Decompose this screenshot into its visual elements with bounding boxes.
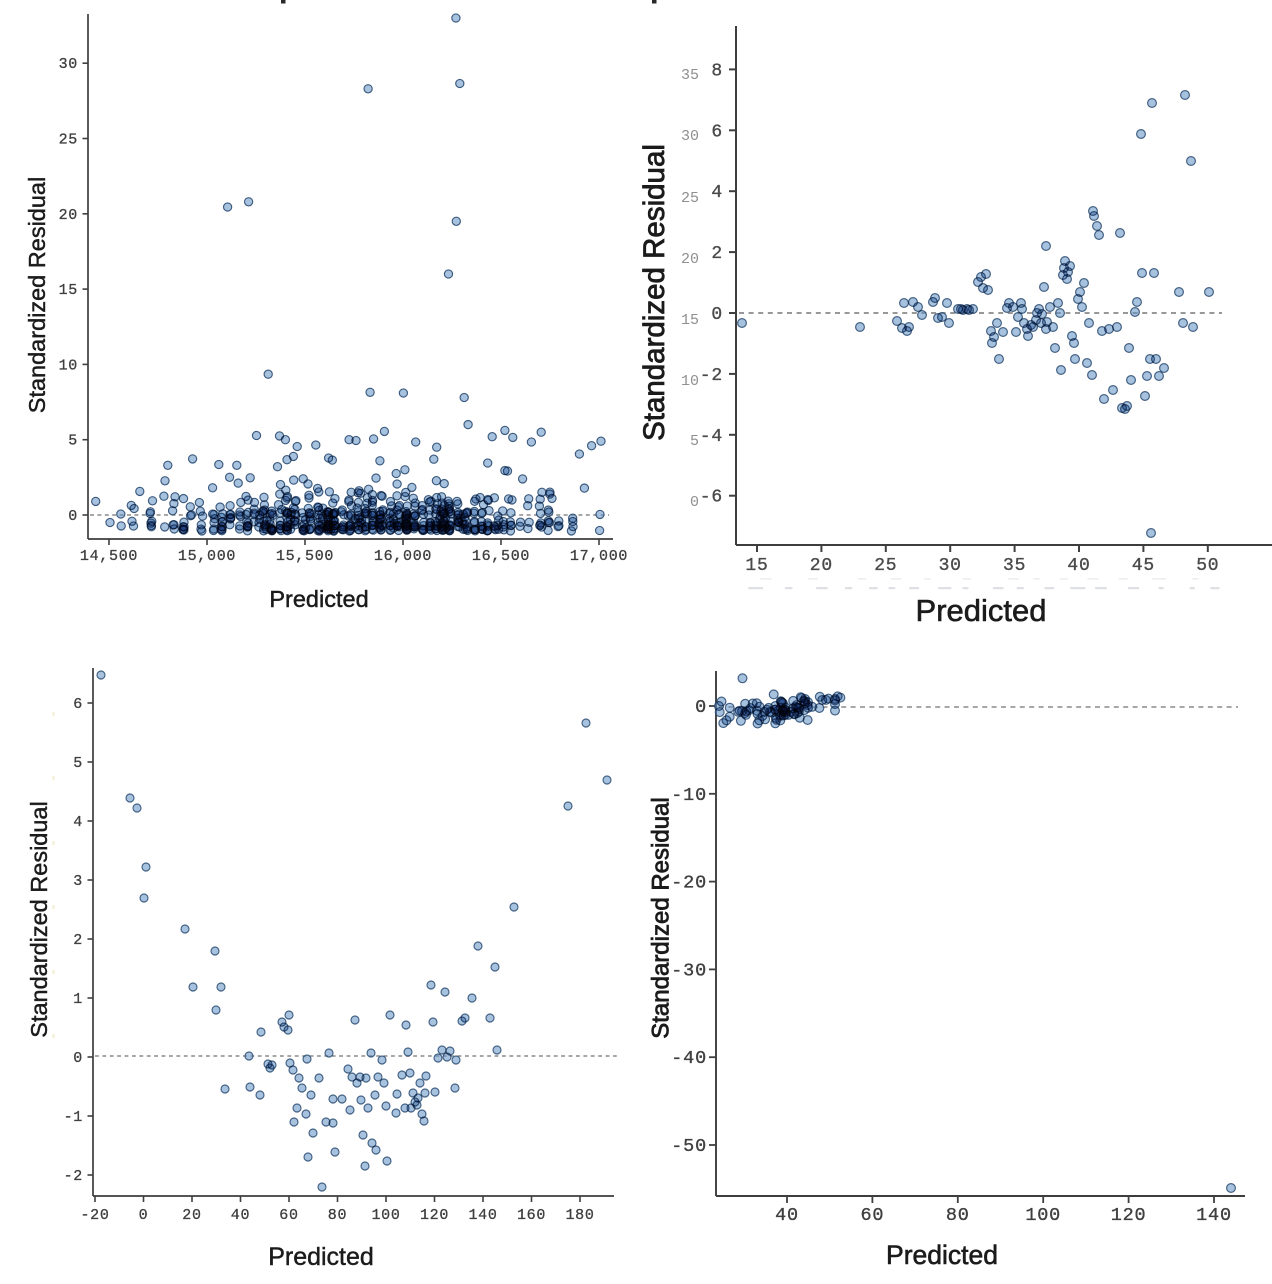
svg-text:100: 100 <box>1025 1205 1061 1226</box>
svg-text:45: 45 <box>1132 556 1155 576</box>
svg-text:20: 20 <box>59 207 78 224</box>
svg-text:120: 120 <box>420 1207 449 1224</box>
svg-text:20: 20 <box>810 556 833 576</box>
svg-text:10: 10 <box>59 357 78 374</box>
svg-text:0: 0 <box>695 697 707 718</box>
svg-text:-10: -10 <box>671 785 707 806</box>
svg-text:40: 40 <box>775 1205 799 1226</box>
svg-text:Predicted: Predicted <box>916 593 1047 628</box>
svg-text:Standardized Residual: Standardized Residual <box>24 177 50 413</box>
svg-text:30: 30 <box>939 556 962 576</box>
svg-text:5: 5 <box>68 433 78 450</box>
svg-text:16,000: 16,000 <box>374 548 432 565</box>
svg-text:80: 80 <box>328 1207 347 1224</box>
svg-text:40: 40 <box>1067 556 1090 576</box>
svg-text:0: 0 <box>73 1050 83 1067</box>
svg-text:0: 0 <box>711 305 723 325</box>
svg-text:0: 0 <box>690 494 699 511</box>
svg-text:-20: -20 <box>80 1207 109 1224</box>
svg-text:0: 0 <box>68 508 78 525</box>
svg-text:Standardized Residual: Standardized Residual <box>638 144 671 441</box>
svg-text:-6: -6 <box>700 488 723 508</box>
svg-text:15: 15 <box>745 556 768 576</box>
svg-text:Predicted: Predicted <box>886 1240 998 1270</box>
svg-text:100: 100 <box>371 1207 400 1224</box>
svg-text:25: 25 <box>874 556 897 576</box>
svg-text:15,500: 15,500 <box>276 548 334 565</box>
svg-text:25: 25 <box>59 132 78 149</box>
svg-text:6: 6 <box>711 122 723 142</box>
svg-text:50: 50 <box>1196 556 1219 576</box>
svg-text:-50: -50 <box>671 1136 707 1157</box>
svg-text:14,500: 14,500 <box>80 548 138 565</box>
svg-text:120: 120 <box>1111 1205 1147 1226</box>
svg-text:20: 20 <box>182 1207 201 1224</box>
svg-text:35: 35 <box>681 67 699 84</box>
svg-text:-1: -1 <box>64 1109 83 1126</box>
svg-text:20: 20 <box>681 251 699 268</box>
svg-text:-20: -20 <box>671 873 707 894</box>
svg-text:-40: -40 <box>671 1048 707 1069</box>
svg-text:60: 60 <box>279 1207 298 1224</box>
svg-text:160: 160 <box>517 1207 546 1224</box>
svg-text:Predicted: Predicted <box>269 586 368 612</box>
svg-text:-2: -2 <box>700 366 723 386</box>
svg-text:180: 180 <box>565 1207 594 1224</box>
svg-text:2: 2 <box>73 932 83 949</box>
svg-text:6: 6 <box>73 696 83 713</box>
svg-text:8: 8 <box>711 61 723 81</box>
svg-text:-4: -4 <box>700 427 723 447</box>
svg-text:4: 4 <box>711 183 723 203</box>
svg-text:-30: -30 <box>671 960 707 981</box>
svg-text:80: 80 <box>946 1205 970 1226</box>
svg-text:Predicted: Predicted <box>268 1243 374 1271</box>
svg-text:15: 15 <box>59 282 78 299</box>
svg-text:16,500: 16,500 <box>472 548 530 565</box>
svg-text:17,000: 17,000 <box>570 548 628 565</box>
svg-text:60: 60 <box>860 1205 884 1226</box>
svg-text:25: 25 <box>681 190 699 207</box>
svg-text:2: 2 <box>711 244 723 264</box>
svg-text:30: 30 <box>681 128 699 145</box>
svg-text:Standardized Residual: Standardized Residual <box>26 801 52 1037</box>
svg-text:0: 0 <box>139 1207 149 1224</box>
svg-text:Standardized Residual: Standardized Residual <box>648 797 675 1039</box>
svg-text:140: 140 <box>1196 1205 1232 1226</box>
svg-text:30: 30 <box>59 56 78 73</box>
svg-text:15: 15 <box>681 312 699 329</box>
svg-text:-2: -2 <box>64 1168 83 1185</box>
svg-text:10: 10 <box>681 373 699 390</box>
svg-text:1: 1 <box>73 991 83 1008</box>
svg-text:15,000: 15,000 <box>178 548 236 565</box>
svg-text:5: 5 <box>73 755 83 772</box>
svg-text:40: 40 <box>231 1207 250 1224</box>
svg-text:35: 35 <box>1003 556 1026 576</box>
svg-text:3: 3 <box>73 873 83 890</box>
svg-text:4: 4 <box>73 814 83 831</box>
svg-text:140: 140 <box>468 1207 497 1224</box>
svg-text:5: 5 <box>690 433 699 450</box>
